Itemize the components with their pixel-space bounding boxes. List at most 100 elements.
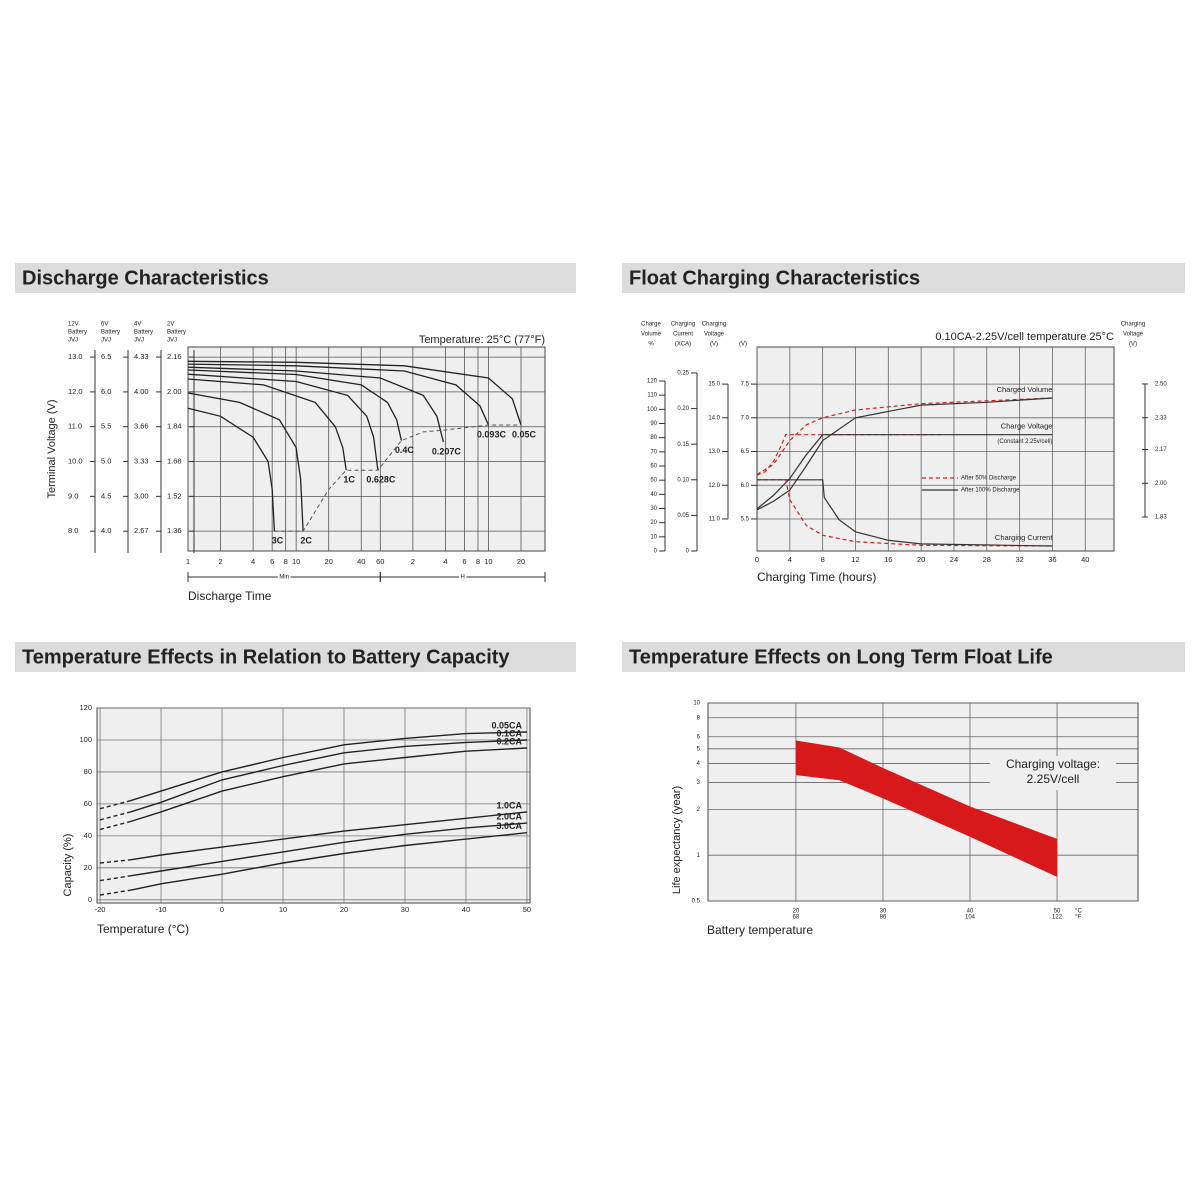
x-tick-label-f: 68 [793,915,800,921]
scale-header: Charging [671,322,695,328]
annotation: Temperature: 25°C (77°F) [419,334,545,346]
scale-tick-label: 2.16 [167,352,182,361]
scale-tick-label: 2.33 [1155,415,1167,421]
x-axis-title: Temperature (°C) [97,922,189,936]
curve [756,434,942,476]
scale-tick-label: 0 [654,549,658,555]
scale-tick-label: 4.0 [101,526,111,535]
scale-tick-label: 7.0 [741,415,750,421]
scale-tick-label: 1.84 [167,422,182,431]
y-tick-label: 40 [84,831,92,840]
x-axis-title: Charging Time (hours) [757,570,876,584]
plot-area [96,707,531,904]
scale-tick-label: 0.05 [677,513,689,519]
x-axis-title: Battery temperature [707,923,813,937]
x-tick-label: 2 [218,557,222,566]
scale-header: 4V [134,322,141,328]
scale-tick-label: 60 [650,464,657,470]
plot-area [187,346,546,552]
scale-header: Battery [167,330,186,336]
scale-header: (XCA) [675,342,691,348]
scale-tick-label: 11.0 [68,422,82,431]
scale-tick-label: 1.68 [167,457,182,466]
curve [99,800,131,810]
series-label: 0.4C [395,445,415,455]
scale-header: Battery [101,330,120,336]
curve [187,378,347,471]
section-header-bar [15,263,576,293]
x-tick-label: 20 [340,905,348,914]
scale-tick-label: 1.83 [1155,515,1167,521]
scale-tick-label: 10 [650,534,657,540]
x-tick-label: 20 [517,557,525,566]
curve [187,369,403,441]
x-tick-label: 40 [357,557,365,566]
series-label: 0.05CA [491,720,522,730]
scale-header: JVJ [134,338,144,344]
scale-header: % [648,342,654,348]
scale-header: (V) [710,342,718,348]
section-header-bar [622,263,1185,293]
x-tick-label: 8 [476,557,480,566]
curve-label: Charged Volume [997,385,1053,394]
life-band [795,740,1057,877]
x-tick-label: 8 [284,557,288,566]
x-tick-label: 16 [884,555,892,564]
curve [756,397,1053,476]
scale-header: Charging [702,322,726,328]
x-tick-label: 20 [793,909,800,915]
series-label: 0.2CA [496,736,522,746]
scale-tick-label: 7.5 [741,382,750,388]
scale-header: Charging [1121,322,1145,328]
series-label: 0.207C [432,446,462,456]
scale-tick-label: 2.00 [167,387,182,396]
scale-tick-label: 0.15 [677,442,689,448]
x-tick-label: 6 [462,557,466,566]
series-label: 3C [272,536,284,546]
series-label: 1.0CA [496,800,522,810]
scale-tick-label: 0.25 [677,371,689,377]
scale-tick-label: 0.10 [677,477,689,483]
annotation: 0.10CA-2.25V/cell temperature 25°C [935,331,1114,343]
scale-tick-label: 10.0 [68,457,83,466]
x-tick-label: 40 [462,905,470,914]
curve [99,875,131,882]
scale-tick-label: 4.33 [134,352,149,361]
y-tick-label: 0.5 [692,899,701,905]
curve [130,822,528,877]
scale-tick-label: 9.0 [68,491,78,500]
scale-header: JVJ [68,338,78,344]
scale-tick-label: 120 [647,379,658,385]
x-tick-label: 4 [443,557,447,566]
annotation-bg [990,756,1116,790]
scale-header: Volume [641,332,662,338]
y-tick-label: 8 [697,715,701,721]
y-tick-label: 4 [697,761,701,767]
scale-header: Battery [68,330,87,336]
scale-tick-label: 6.5 [741,449,750,455]
curve [130,832,528,891]
curve [187,373,379,471]
scale-tick-label: 5.5 [741,517,750,523]
scale-tick-label: 3.00 [134,491,149,500]
y-tick-label: 0 [88,895,92,904]
x-tick-label-f: 104 [965,915,976,921]
x-tick-label: 32 [1015,555,1023,564]
section-title: Temperature Effects on Long Term Float L… [629,646,1053,668]
x-tick-label: 28 [983,555,991,564]
x-unit: °F [1075,915,1081,921]
scale-tick-label: 30 [650,506,657,512]
x-tick-label: 50 [523,905,531,914]
scale-tick-label: 3.66 [134,422,149,431]
x-tick-label: -20 [95,905,106,914]
series-label: 0.093C [477,429,507,439]
scale-header: Voltage [704,332,725,338]
x-tick-label: 20 [325,557,333,566]
span-label: Min [279,575,289,581]
scale-tick-label: 4.5 [101,491,111,500]
x-tick-label: 10 [292,557,300,566]
curve [187,360,522,426]
curve [99,820,131,831]
scale-header: Battery [134,330,153,336]
